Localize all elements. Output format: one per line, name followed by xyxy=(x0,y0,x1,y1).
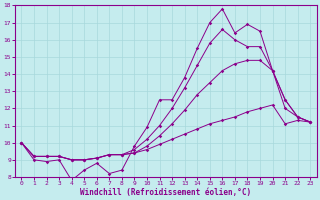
X-axis label: Windchill (Refroidissement éolien,°C): Windchill (Refroidissement éolien,°C) xyxy=(80,188,252,197)
